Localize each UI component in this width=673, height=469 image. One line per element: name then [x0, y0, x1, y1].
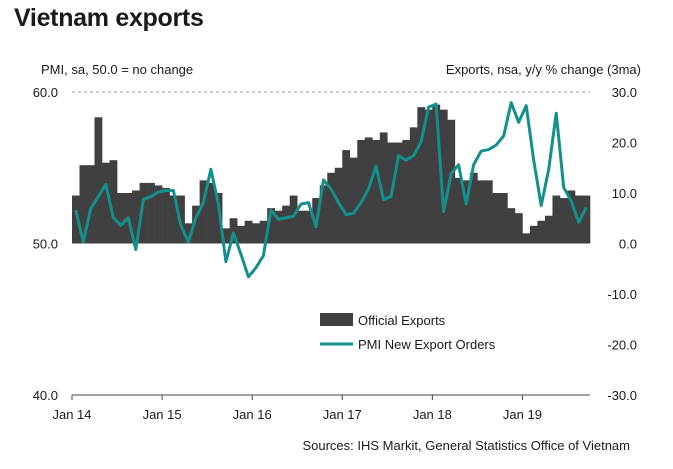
right-axis-tick-label: -20.0	[607, 338, 637, 353]
export-bar	[582, 195, 591, 244]
export-bar	[567, 190, 576, 244]
export-bar	[327, 172, 336, 244]
export-bar	[72, 195, 80, 244]
export-bar	[139, 182, 148, 244]
left-axis-ticks: 60.0 50.0 40.0	[33, 85, 58, 403]
export-bar	[439, 109, 448, 244]
export-bar	[102, 162, 110, 244]
export-bar	[507, 208, 516, 244]
export-bar	[289, 195, 298, 244]
export-bar	[87, 165, 95, 244]
right-axis-tick-label: -30.0	[607, 388, 637, 403]
export-bar	[184, 223, 193, 244]
right-axis-tick-label: -10.0	[607, 287, 637, 302]
export-bar	[522, 233, 531, 244]
export-bar	[297, 210, 306, 244]
left-axis-tick-label: 50.0	[33, 237, 58, 252]
left-axis-label: PMI, sa, 50.0 = no change	[41, 62, 194, 77]
export-bar	[492, 193, 501, 244]
export-bar	[409, 127, 418, 244]
export-bar	[109, 160, 118, 244]
x-axis-tick-label: Jan 17	[323, 407, 362, 422]
export-bar	[222, 228, 230, 244]
export-bar	[274, 210, 283, 244]
export-bar	[207, 182, 215, 244]
chart-title: Vietnam exports	[14, 4, 204, 32]
export-bar	[477, 180, 486, 244]
export-bar	[424, 109, 433, 244]
x-axis-tick-label: Jan 18	[413, 407, 452, 422]
export-bar	[544, 215, 553, 244]
export-bar	[402, 139, 411, 244]
export-bar	[94, 117, 103, 244]
export-bar	[469, 172, 478, 244]
export-bar	[132, 190, 140, 244]
export-bar	[514, 213, 523, 244]
export-bar	[304, 210, 313, 244]
legend: Official Exports PMI New Export Orders	[320, 313, 496, 352]
export-bar	[319, 185, 328, 244]
export-bar	[357, 139, 366, 244]
export-bar	[214, 193, 223, 244]
export-bar	[417, 107, 426, 244]
export-bar	[192, 205, 200, 244]
left-axis-tick-label: 40.0	[33, 388, 58, 403]
x-axis-tick-label: Jan 16	[233, 407, 272, 422]
export-bar	[372, 139, 381, 244]
export-bar	[537, 220, 546, 244]
export-bar	[229, 218, 238, 244]
export-bar	[259, 220, 268, 244]
export-bar	[154, 185, 163, 244]
export-bar	[244, 220, 253, 244]
export-bar	[462, 180, 471, 244]
right-axis-tick-label: 10.0	[612, 186, 637, 201]
export-bar	[484, 180, 493, 244]
export-bar	[529, 225, 538, 244]
export-bar	[342, 150, 351, 244]
source-note: Sources: IHS Markit, General Statistics …	[302, 438, 630, 453]
export-bar	[499, 193, 508, 244]
export-bar	[282, 205, 291, 244]
legend-bars-label: Official Exports	[358, 313, 446, 328]
export-bar	[379, 132, 388, 244]
right-axis-ticks: 30.0 20.0 10.0 0.0 -10.0 -20.0 -30.0	[607, 85, 637, 403]
export-bar	[447, 119, 456, 244]
export-bar	[454, 177, 463, 244]
export-bar	[147, 182, 155, 244]
left-axis-tick-label: 60.0	[33, 85, 58, 100]
x-axis-ticks: Jan 14 Jan 15 Jan 16 Jan 17 Jan 18 Jan 19	[52, 395, 542, 422]
right-axis-tick-label: 20.0	[612, 136, 637, 151]
x-axis-tick-label: Jan 19	[503, 407, 542, 422]
pmi-new-export-orders-line	[74, 101, 588, 279]
official-exports-bars	[72, 104, 591, 244]
export-bar	[394, 142, 403, 244]
export-bar	[432, 104, 441, 244]
right-axis-tick-label: 0.0	[619, 237, 637, 252]
x-axis-tick-label: Jan 15	[143, 407, 182, 422]
export-bar	[199, 180, 208, 244]
export-bar	[117, 193, 125, 244]
right-axis-tick-label: 30.0	[612, 85, 637, 100]
export-bar	[349, 157, 358, 244]
export-bar	[169, 195, 178, 244]
legend-line-label: PMI New Export Orders	[358, 337, 496, 352]
export-bar	[267, 208, 275, 244]
export-bar	[79, 165, 88, 244]
legend-bar-swatch	[320, 313, 353, 326]
export-bar	[552, 195, 561, 244]
export-bar	[237, 225, 245, 244]
x-axis-tick-label: Jan 14	[52, 407, 91, 422]
export-bar	[559, 198, 568, 244]
right-axis-label: Exports, nsa, y/y % change (3ma)	[445, 62, 641, 77]
export-bar	[252, 223, 260, 244]
export-bar	[162, 187, 170, 244]
